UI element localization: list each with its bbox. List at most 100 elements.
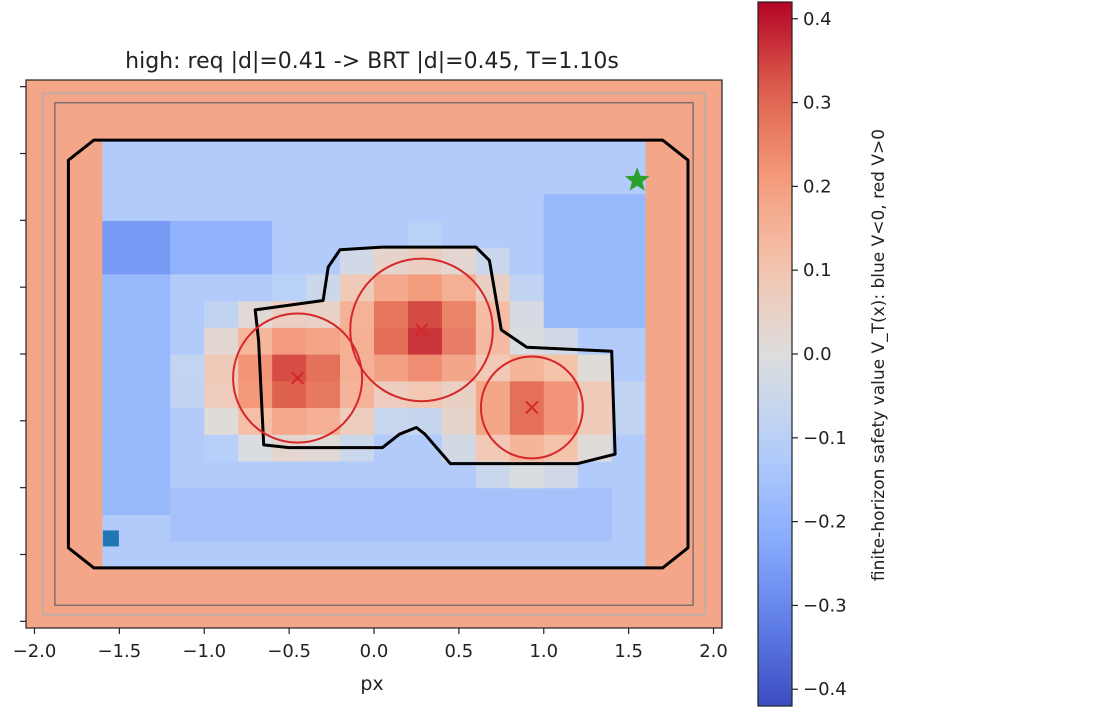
heatmap-cell — [34, 327, 70, 355]
heatmap-cell — [543, 86, 579, 115]
boundary-level-line — [54, 102, 694, 606]
heatmap-cell — [238, 273, 273, 302]
heatmap-cell — [645, 434, 681, 462]
heatmap-cell — [611, 380, 647, 409]
heatmap-cell — [306, 460, 341, 489]
heatmap-cell — [68, 247, 103, 275]
heatmap-cell — [611, 460, 647, 489]
heatmap-cell — [272, 567, 307, 596]
heatmap-cell — [340, 247, 375, 275]
heatmap-cell — [136, 354, 171, 382]
heatmap-cell — [204, 300, 239, 328]
heatmap-cell — [577, 273, 613, 302]
heatmap-cell — [68, 434, 103, 462]
x-axis-label: px — [360, 673, 383, 695]
heatmap-cell — [272, 460, 307, 489]
heatmap-cell — [441, 354, 477, 382]
heatmap-cell — [204, 434, 239, 462]
heatmap-cell — [441, 434, 477, 462]
heatmap-cell — [136, 460, 171, 489]
heatmap-cell — [272, 354, 307, 382]
heatmap-cell — [577, 594, 613, 622]
heatmap-cell — [645, 247, 681, 275]
heatmap-cell — [238, 113, 273, 141]
heatmap-cell — [509, 273, 545, 302]
heatmap-cell — [102, 273, 137, 302]
heatmap-cell — [543, 113, 579, 141]
heatmap-cell — [68, 354, 103, 382]
heatmap-cell — [204, 273, 239, 302]
heatmap-cell — [102, 247, 137, 275]
heatmap-cell — [306, 354, 341, 382]
heatmap-cell — [204, 140, 239, 168]
heatmap-cell — [306, 380, 341, 409]
heatmap-cell — [611, 300, 647, 328]
heatmap-cell — [68, 140, 103, 168]
heatmap-cell — [441, 220, 477, 248]
heatmap-cell — [679, 460, 715, 489]
heatmap-cell — [611, 86, 647, 115]
heatmap-cell — [679, 113, 715, 141]
heatmap-cell — [441, 460, 477, 489]
heatmap-cell — [645, 220, 681, 248]
heatmap-cell — [136, 567, 171, 596]
heatmap-cell — [170, 594, 205, 622]
heatmap-cell — [238, 327, 273, 355]
heatmap-cell — [611, 327, 647, 355]
heatmap-cell — [645, 327, 681, 355]
heatmap-cell — [272, 273, 307, 302]
heatmap-cell — [645, 594, 681, 622]
heatmap-cell — [136, 407, 171, 435]
heatmap-cell — [306, 86, 341, 115]
heatmap-cell — [136, 140, 171, 168]
heatmap-cell — [645, 86, 681, 115]
heatmap-cell — [374, 407, 409, 435]
heatmap-cell — [679, 220, 715, 248]
heatmap-cell — [272, 407, 307, 435]
heatmap-cell — [611, 220, 647, 248]
heatmap-cell — [407, 193, 443, 221]
heatmap-cell — [102, 487, 137, 515]
heatmap-cell — [204, 166, 239, 195]
heatmap-cell — [34, 594, 70, 622]
heatmap-cell — [102, 567, 137, 596]
heatmap-cell — [272, 113, 307, 141]
heatmap-cell — [407, 567, 443, 596]
heatmap-cell — [136, 220, 171, 248]
heatmap-cell — [475, 140, 511, 168]
heatmap-cell — [611, 487, 647, 515]
heatmap-cell — [441, 380, 477, 409]
heatmap-cell — [543, 460, 579, 489]
heatmap-cell — [34, 300, 70, 328]
heatmap-cell — [509, 354, 545, 382]
heatmap-cell — [204, 514, 239, 542]
heatmap-cell — [374, 86, 409, 115]
heatmap-cell — [441, 193, 477, 221]
heatmap-cell — [577, 460, 613, 489]
heatmap-cell — [68, 380, 103, 409]
heatmap-cell — [170, 193, 205, 221]
heatmap-cell — [204, 460, 239, 489]
heatmap-cell — [34, 380, 70, 409]
heatmap-cell — [170, 407, 205, 435]
heatmap-cell — [34, 247, 70, 275]
heatmap-cell — [475, 487, 511, 515]
heatmap-cell — [543, 166, 579, 195]
heatmap-cell — [374, 514, 409, 542]
heatmap-cell — [68, 273, 103, 302]
heatmap-cell — [577, 541, 613, 569]
heatmap-cell — [679, 487, 715, 515]
heatmap-cell — [34, 166, 70, 195]
heatmap-cell — [645, 140, 681, 168]
heatmap-cell — [306, 166, 341, 195]
heatmap-cell — [34, 567, 70, 596]
heatmap-cell — [679, 514, 715, 542]
heatmap-cell — [102, 166, 137, 195]
heatmap-cell — [475, 514, 511, 542]
heatmap-cell — [136, 247, 171, 275]
obstacles — [232, 257, 584, 460]
heatmap-cell — [68, 300, 103, 328]
heatmap-cell — [407, 541, 443, 569]
heatmap-cell — [441, 594, 477, 622]
heatmap-cell — [340, 193, 375, 221]
